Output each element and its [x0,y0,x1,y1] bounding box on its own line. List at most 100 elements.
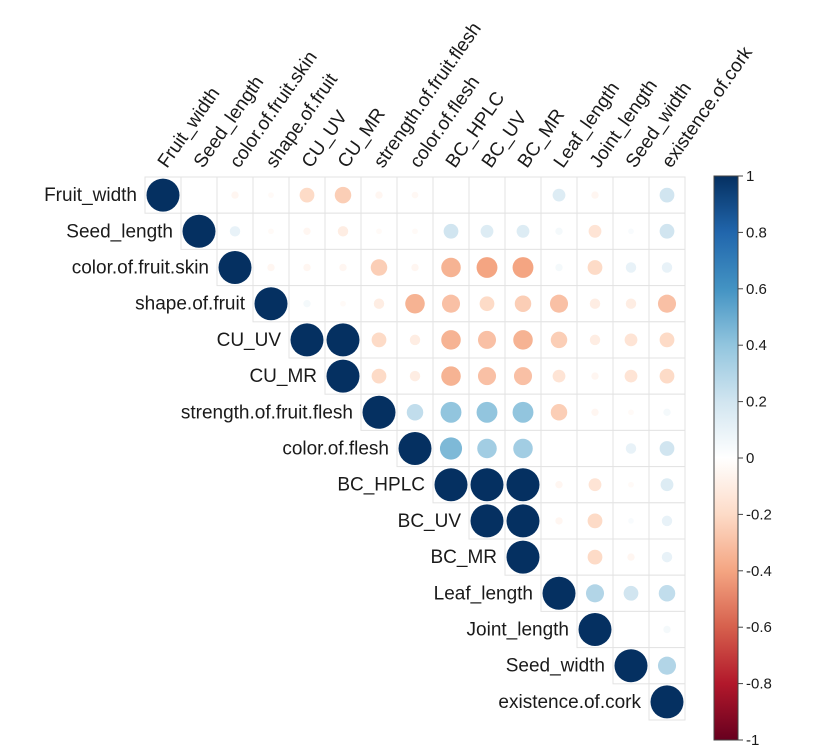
corr-circle-BC_HPLC-existence.of.cork [660,478,674,492]
corr-circle-shape.of.fruit-shape.of.fruit [254,287,288,321]
corr-circle-BC_MR-Seed_width [627,553,635,561]
corr-circle-BC_HPLC-Seed_width [628,481,634,488]
corr-circle-Seed_length-BC_HPLC [443,223,459,239]
corr-circle-color.of.fruit.skin-existence.of.cork [661,262,673,273]
corr-circle-Seed_length-color.of.flesh [412,228,418,235]
corr-circle-BC_MR-Joint_length [587,549,603,565]
colorbar-tick-label: 0 [746,450,754,467]
corr-circle-CU_MR-Joint_length [591,372,599,380]
corr-circle-Fruit_width-CU_UV [299,187,315,203]
corr-circle-BC_HPLC-BC_MR [506,468,540,502]
corr-circle-CU_UV-color.of.flesh [409,334,421,346]
corr-circle-shape.of.fruit-Joint_length [589,298,601,309]
corr-circle-BC_UV-Joint_length [587,513,603,529]
row-label-shape.of.fruit: shape.of.fruit [135,294,246,315]
corr-circle-Seed_length-CU_UV [303,227,311,235]
corr-circle-color.of.fruit.skin-color.of.fruit.skin [218,251,252,284]
corr-circle-CU_UV-Seed_width [624,333,638,347]
corr-circle-BC_HPLC-BC_HPLC [434,468,468,502]
corr-circle-strength.of.fruit.flesh-BC_UV [476,401,498,423]
row-label-Leaf_length: Leaf_length [434,583,533,604]
grid-cell [612,610,650,649]
corr-circle-Fruit_width-Fruit_width [146,178,180,212]
corr-circle-Fruit_width-color.of.flesh [411,191,419,199]
corr-circle-BC_HPLC-BC_UV [470,468,504,502]
grid-cell [504,176,542,214]
corr-circle-Seed_width-Seed_width [614,649,648,683]
grid-cell [576,429,614,468]
corr-circle-shape.of.fruit-BC_UV [479,296,495,312]
corr-circle-BC_UV-Seed_width [628,518,634,524]
corr-circle-BC_UV-Leaf_length [555,517,563,525]
corr-circle-Seed_length-BC_UV [480,224,494,238]
corr-circle-CU_UV-CU_UV [290,323,324,357]
corr-circle-shape.of.fruit-CU_UV [303,300,311,308]
row-label-Fruit_width: Fruit_width [44,185,137,206]
corr-circle-CU_MR-existence.of.cork [659,368,675,384]
corr-circle-color.of.fruit.skin-Leaf_length [555,263,563,272]
corr-circle-color.of.fruit.skin-Seed_width [625,262,637,273]
colorbar: 1 0.8 0.6 0.4 0.2 0 -0.2 -0.4 -0.6 -0.8 -1 [713,168,772,749]
corr-circle-Seed_length-shape.of.fruit [268,228,274,235]
row-label-Seed_length: Seed_length [66,221,173,242]
corr-circle-Seed_width-existence.of.cork [657,656,677,675]
grid-cell [540,538,578,576]
corr-circle-BC_MR-existence.of.cork [661,551,673,563]
grid-cell [180,176,218,214]
corr-circle-CU_UV-Leaf_length [550,331,568,349]
corr-circle-shape.of.fruit-CU_MR [340,300,346,307]
corr-circle-Leaf_length-existence.of.cork [658,585,676,602]
row-label-existence.of.cork: existence.of.cork [498,692,641,713]
row-label-CU_MR: CU_MR [249,366,317,387]
corr-circle-color.of.flesh-BC_UV [477,438,497,459]
colorbar-tick-label: 0.2 [746,394,767,411]
corr-circle-color.of.fruit.skin-BC_UV [476,257,498,278]
corr-circle-strength.of.fruit.flesh-color.of.flesh [406,404,424,421]
corr-circle-Fruit_width-Leaf_length [552,188,566,202]
colorbar-tick-label: -0.4 [746,563,772,580]
corr-circle-Fruit_width-shape.of.fruit [268,192,274,198]
row-label-Seed_width: Seed_width [506,656,605,677]
corr-circle-shape.of.fruit-existence.of.cork [657,294,677,313]
corr-circle-CU_MR-BC_HPLC [441,366,461,386]
corr-circle-CU_UV-existence.of.cork [659,332,675,348]
grid-layer [144,176,686,721]
corr-circle-BC_HPLC-Joint_length [588,478,602,492]
row-labels: Fruit_width Seed_length color.of.fruit.ski… [44,185,641,713]
corr-circle-shape.of.fruit-Seed_width [625,298,637,309]
corr-circle-Seed_length-Seed_length [182,214,216,248]
colorbar-tick-label: -0.8 [746,676,772,693]
corr-circle-Seed_length-Seed_width [628,228,634,235]
corr-circle-CU_MR-Leaf_length [552,369,566,383]
corr-circle-Seed_length-BC_MR [516,224,530,238]
corr-circle-shape.of.fruit-BC_HPLC [441,294,461,313]
corr-circle-Seed_length-Leaf_length [555,227,563,235]
colorbar-tick-label: -0.2 [746,506,772,523]
corr-circle-color.of.flesh-BC_HPLC [439,437,463,460]
corr-circle-CU_UV-BC_UV [477,330,497,349]
corr-circle-CU_UV-strength.of.fruit.flesh [371,332,387,348]
colorbar-tick-label: -0.6 [746,619,772,636]
corr-circle-color.of.fruit.skin-strength.of.fruit.flesh [370,259,388,276]
corr-circle-color.of.fruit.skin-shape.of.fruit [267,263,275,272]
corr-circle-Leaf_length-Leaf_length [542,576,576,610]
corr-circle-Fruit_width-strength.of.fruit.flesh [375,191,383,199]
grid-cell [396,212,434,250]
corr-circle-CU_MR-BC_MR [513,367,533,386]
corr-circle-BC_HPLC-Leaf_length [555,481,563,489]
corr-circle-shape.of.fruit-Leaf_length [549,294,569,313]
corr-circle-color.of.fruit.skin-CU_UV [303,263,311,272]
corr-circle-color.of.flesh-Seed_width [625,443,637,454]
colorbar-tick-label: 0.4 [746,337,767,354]
grid-cell [396,393,434,431]
corr-circle-CU_MR-CU_MR [326,359,360,393]
corr-circle-Joint_length-existence.of.cork [663,625,671,634]
row-label-CU_UV: CU_UV [217,330,282,351]
colorbar-tick-label: 1 [746,168,754,185]
corr-circle-CU_UV-CU_MR [326,323,360,357]
corr-circle-color.of.flesh-existence.of.cork [659,441,675,456]
corr-circle-color.of.fruit.skin-CU_MR [339,263,347,272]
corr-circle-CU_MR-color.of.flesh [409,370,421,382]
corr-circle-Leaf_length-Seed_width [623,585,639,601]
corr-circle-Seed_length-strength.of.fruit.flesh [376,228,382,235]
